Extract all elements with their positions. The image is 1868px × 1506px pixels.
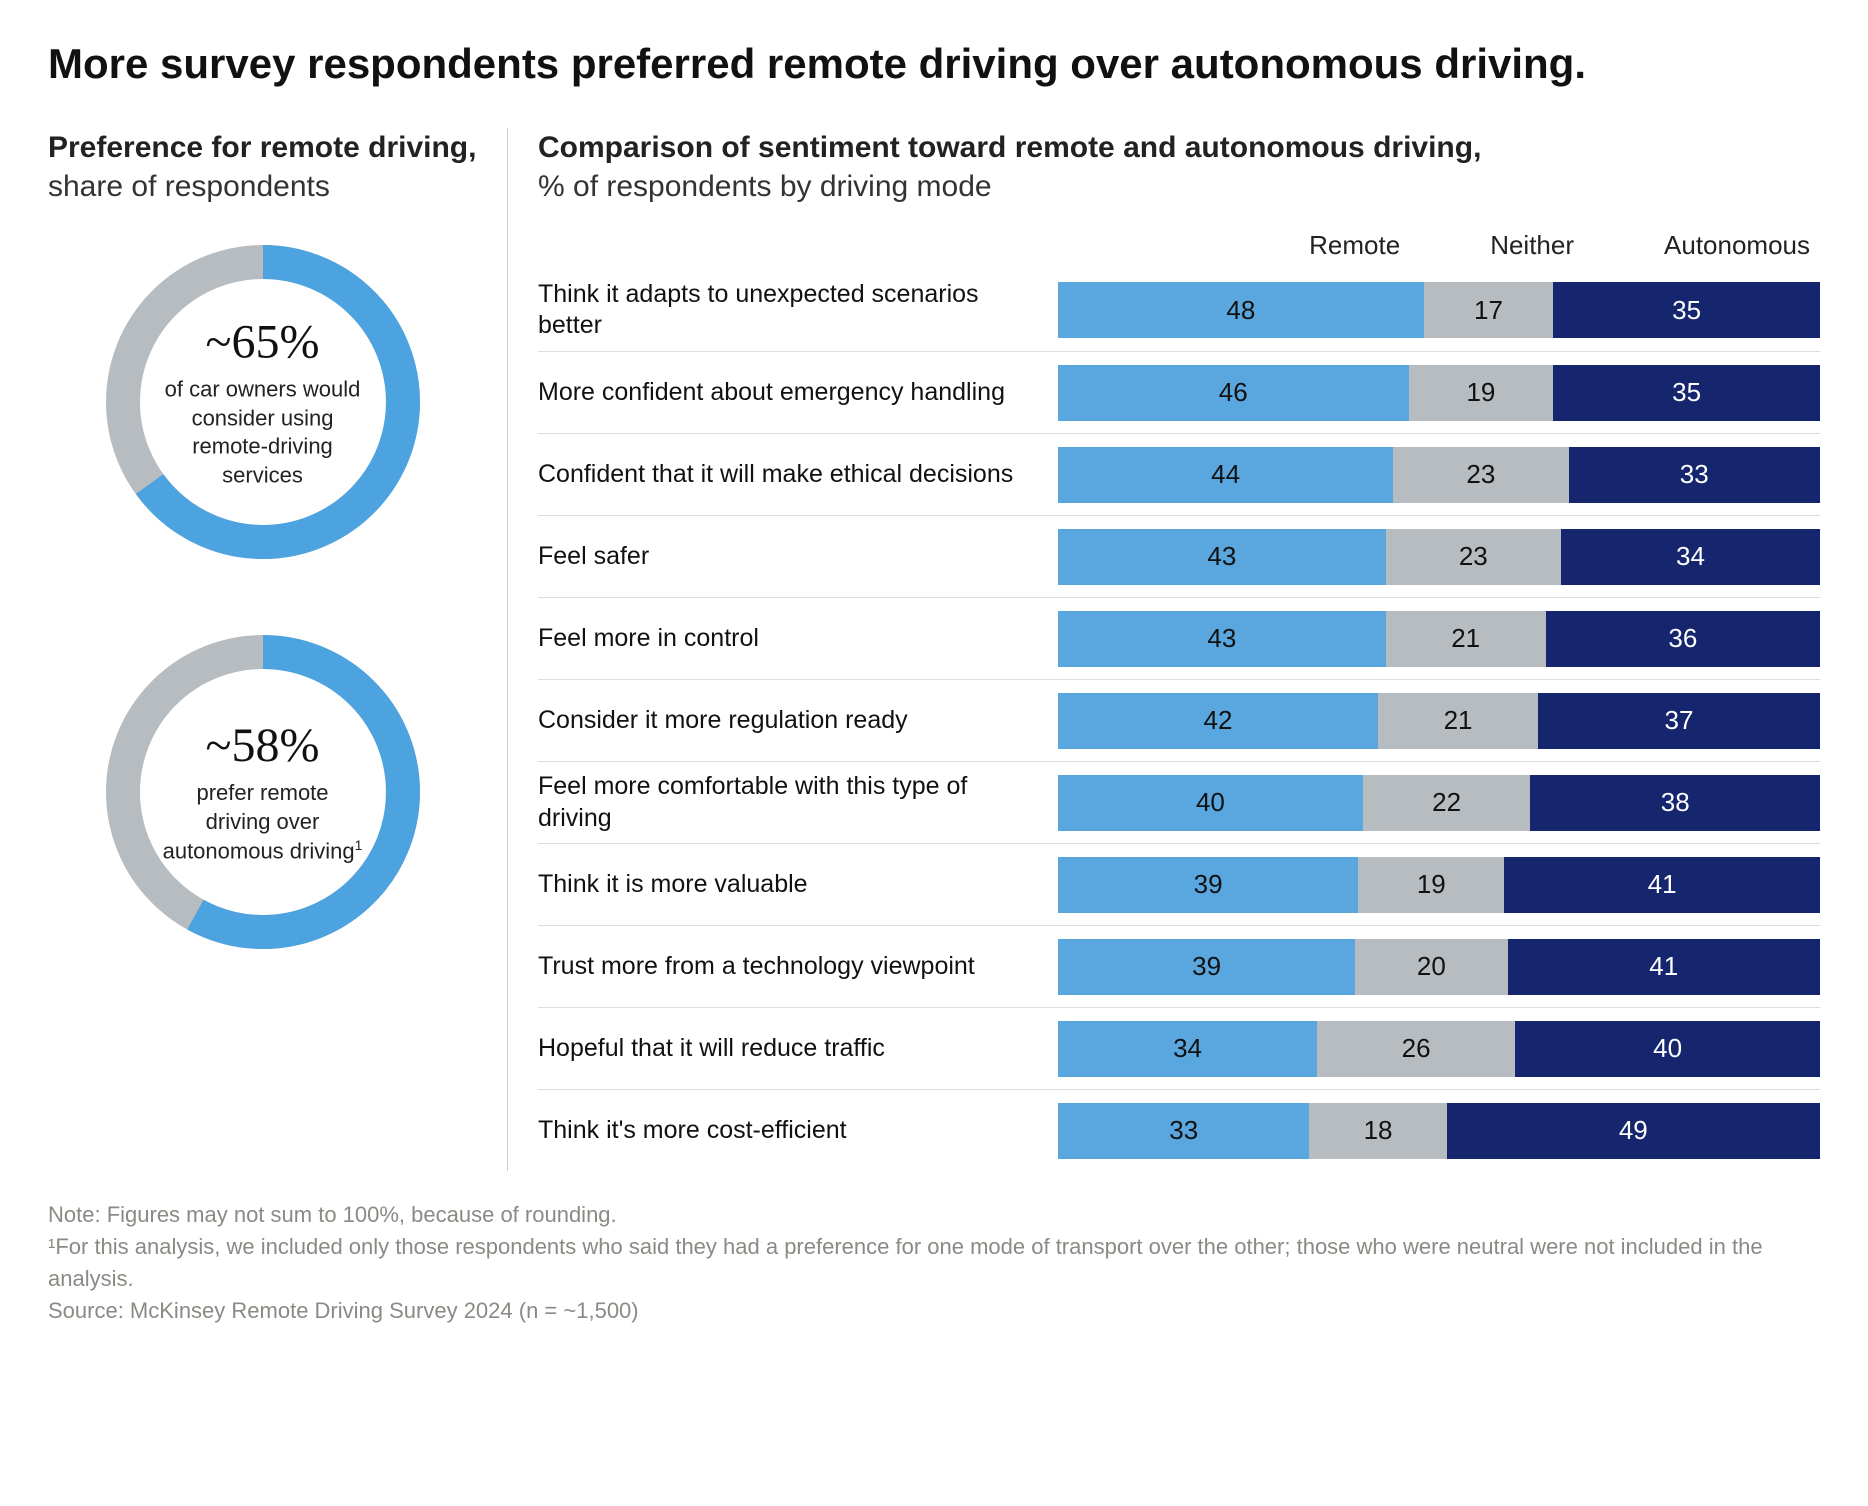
bar-row: Hopeful that it will reduce traffic34264… (538, 1007, 1820, 1089)
bar-seg-autonomous: 37 (1538, 693, 1820, 749)
bar-row: Consider it more regulation ready422137 (538, 679, 1820, 761)
bar-seg-neither: 22 (1363, 775, 1531, 831)
bar-seg-neither: 20 (1355, 939, 1507, 995)
bar-seg-neither: 23 (1386, 529, 1561, 585)
donut-1-value: ~65% (163, 314, 363, 369)
bar-seg-autonomous: 35 (1553, 282, 1820, 338)
bar-seg-neither: 21 (1386, 611, 1546, 667)
footnotes: Note: Figures may not sum to 100%, becau… (48, 1199, 1820, 1327)
left-column: Preference for remote driving, share of … (48, 128, 508, 1171)
bar-track: 392041 (1058, 939, 1820, 995)
bar-track: 342640 (1058, 1021, 1820, 1077)
bar-track: 422137 (1058, 693, 1820, 749)
bar-seg-autonomous: 41 (1508, 939, 1820, 995)
right-section-title: Comparison of sentiment toward remote an… (538, 128, 1820, 206)
bar-seg-neither: 17 (1424, 282, 1554, 338)
bar-track: 391941 (1058, 857, 1820, 913)
bar-row: Feel safer432334 (538, 515, 1820, 597)
bar-row: Think it is more valuable391941 (538, 843, 1820, 925)
bar-row: More confident about emergency handling4… (538, 351, 1820, 433)
bar-seg-remote: 40 (1058, 775, 1363, 831)
bar-label: Consider it more regulation ready (538, 705, 1058, 736)
bar-seg-autonomous: 36 (1546, 611, 1820, 667)
bar-seg-remote: 43 (1058, 611, 1386, 667)
bar-seg-autonomous: 41 (1504, 857, 1820, 913)
footnote-source: Source: McKinsey Remote Driving Survey 2… (48, 1295, 1820, 1327)
bar-label: Think it is more valuable (538, 869, 1058, 900)
bar-track: 481735 (1058, 282, 1820, 338)
bar-label: Feel more in control (538, 623, 1058, 654)
bar-seg-remote: 43 (1058, 529, 1386, 585)
bar-seg-remote: 42 (1058, 693, 1378, 749)
bar-label: Hopeful that it will reduce traffic (538, 1033, 1058, 1064)
right-title-light: % of respondents by driving mode (538, 170, 992, 203)
bar-track: 432334 (1058, 529, 1820, 585)
bar-label: More confident about emergency handling (538, 377, 1058, 408)
headline: More survey respondents preferred remote… (48, 40, 1820, 88)
bar-seg-neither: 19 (1358, 857, 1504, 913)
columns: Preference for remote driving, share of … (48, 128, 1820, 1171)
bar-label: Trust more from a technology viewpoint (538, 951, 1058, 982)
bar-seg-neither: 21 (1378, 693, 1538, 749)
bar-seg-remote: 46 (1058, 365, 1409, 421)
bar-seg-remote: 48 (1058, 282, 1424, 338)
bar-track: 402238 (1058, 775, 1820, 831)
donut-2-caption-text: prefer remote driving over autonomous dr… (163, 780, 355, 864)
bar-row: Feel more comfortable with this type of … (538, 761, 1820, 843)
bar-track: 461935 (1058, 365, 1820, 421)
donut-2-value: ~58% (163, 718, 363, 773)
bar-seg-neither: 19 (1409, 365, 1554, 421)
bar-seg-neither: 23 (1393, 447, 1568, 503)
legend-neither: Neither (1490, 230, 1574, 261)
bar-chart: Think it adapts to unexpected scenarios … (538, 269, 1820, 1171)
footnote-1: ¹For this analysis, we included only tho… (48, 1231, 1820, 1295)
bar-track: 442333 (1058, 447, 1820, 503)
bar-seg-autonomous: 40 (1515, 1021, 1820, 1077)
left-title-light: share of respondents (48, 170, 330, 203)
bar-seg-remote: 44 (1058, 447, 1393, 503)
left-title-bold: Preference for remote driving, (48, 131, 476, 164)
bar-seg-neither: 18 (1309, 1103, 1446, 1159)
bar-row: Think it adapts to unexpected scenarios … (538, 269, 1820, 351)
bar-label: Feel safer (538, 541, 1058, 572)
donut-1-caption: of car owners would consider using remot… (163, 375, 363, 489)
bar-label: Think it's more cost-efficient (538, 1115, 1058, 1146)
legend-row: Remote Neither Autonomous (538, 230, 1820, 261)
bar-label: Feel more comfortable with this type of … (538, 771, 1058, 834)
legend-remote: Remote (1309, 230, 1400, 261)
bar-label: Confident that it will make ethical deci… (538, 459, 1058, 490)
bar-seg-autonomous: 38 (1530, 775, 1820, 831)
bar-seg-neither: 26 (1317, 1021, 1515, 1077)
bar-track: 432136 (1058, 611, 1820, 667)
bar-row: Trust more from a technology viewpoint39… (538, 925, 1820, 1007)
bar-seg-remote: 33 (1058, 1103, 1309, 1159)
donut-2: ~58% prefer remote driving over autonomo… (48, 632, 477, 952)
bar-seg-autonomous: 33 (1569, 447, 1820, 503)
bar-seg-autonomous: 34 (1561, 529, 1820, 585)
bar-track: 331849 (1058, 1103, 1820, 1159)
bar-seg-remote: 34 (1058, 1021, 1317, 1077)
right-title-bold: Comparison of sentiment toward remote an… (538, 131, 1481, 164)
bar-seg-autonomous: 49 (1447, 1103, 1820, 1159)
right-column: Comparison of sentiment toward remote an… (508, 128, 1820, 1171)
donut-2-caption: prefer remote driving over autonomous dr… (163, 779, 363, 866)
bar-label: Think it adapts to unexpected scenarios … (538, 279, 1058, 342)
bar-seg-remote: 39 (1058, 857, 1358, 913)
donut-1: ~65% of car owners would consider using … (48, 242, 477, 562)
legend-autonomous: Autonomous (1664, 230, 1810, 261)
donut-2-footnote-mark: 1 (355, 837, 363, 853)
bar-seg-autonomous: 35 (1553, 365, 1820, 421)
bar-seg-remote: 39 (1058, 939, 1355, 995)
bar-row: Think it's more cost-efficient331849 (538, 1089, 1820, 1171)
bar-row: Confident that it will make ethical deci… (538, 433, 1820, 515)
left-section-title: Preference for remote driving, share of … (48, 128, 477, 206)
footnote-note: Note: Figures may not sum to 100%, becau… (48, 1199, 1820, 1231)
bar-row: Feel more in control432136 (538, 597, 1820, 679)
